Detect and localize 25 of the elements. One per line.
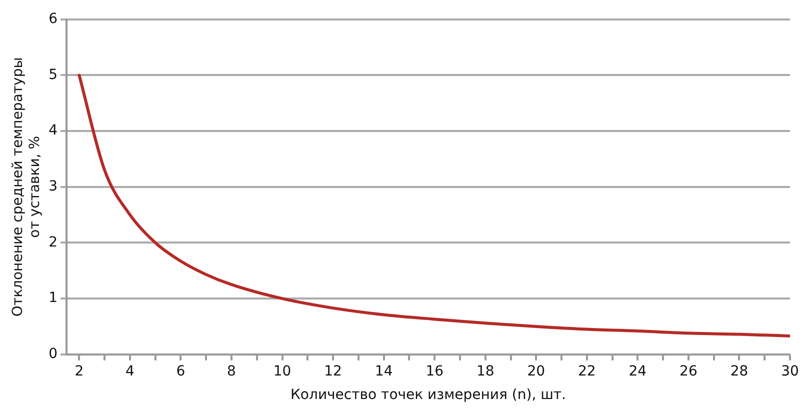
x-axis-title: Количество точек измерения (n), шт. xyxy=(290,387,566,404)
y-tick-label: 1 xyxy=(48,290,58,306)
x-tick-label: 20 xyxy=(527,363,546,380)
x-tick-label: 16 xyxy=(426,363,444,380)
x-tick-label: 8 xyxy=(227,363,236,380)
y-tick-label: 4 xyxy=(48,122,58,139)
x-tick-label: 2 xyxy=(74,363,84,380)
y-axis-title: Отклонение средней температуры от уставки, % xyxy=(10,57,43,317)
x-tick-label: 26 xyxy=(680,363,698,380)
x-tick-label: 12 xyxy=(324,363,342,380)
x-tick-label: 30 xyxy=(781,363,799,380)
x-tick-label: 28 xyxy=(730,363,748,380)
x-tick-label: 4 xyxy=(126,363,135,380)
y-tick-label: 0 xyxy=(48,346,58,362)
x-tick-label: 14 xyxy=(374,363,393,380)
x-tick-label: 10 xyxy=(273,363,292,380)
y-tick-label: 2 xyxy=(48,234,58,250)
x-tick-label: 24 xyxy=(628,363,647,380)
y-tick-label: 6 xyxy=(48,11,58,28)
x-tick-label: 18 xyxy=(476,363,494,380)
x-tick-label: 6 xyxy=(176,363,186,380)
y-tick-label: 3 xyxy=(48,178,58,195)
line-series xyxy=(78,74,790,338)
x-tick-label: 22 xyxy=(578,363,596,380)
y-tick-label: 5 xyxy=(48,66,58,83)
